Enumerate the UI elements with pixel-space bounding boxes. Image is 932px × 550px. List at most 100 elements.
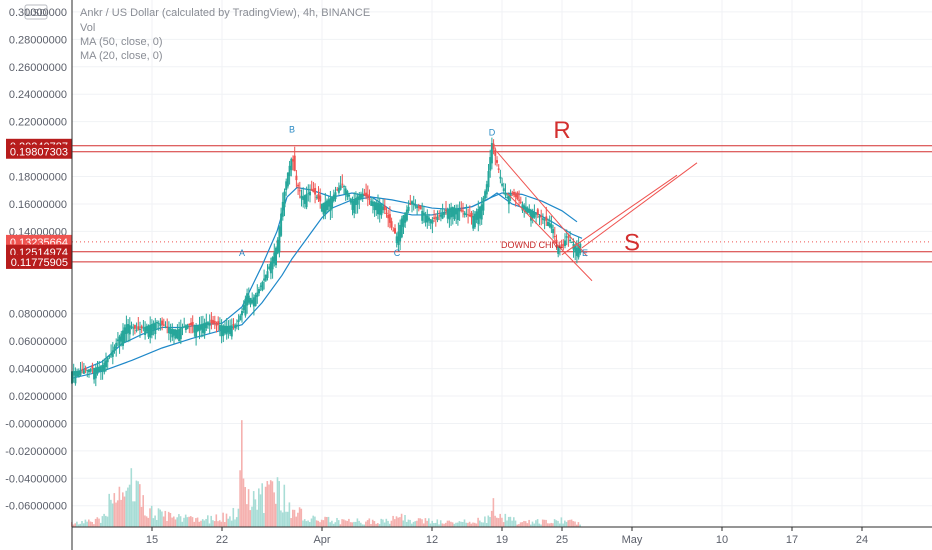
candle-body bbox=[312, 189, 315, 193]
indicator-vol[interactable]: Vol bbox=[80, 22, 95, 34]
volume-bar bbox=[477, 517, 479, 527]
candle-body bbox=[411, 201, 413, 205]
candle-body bbox=[115, 342, 118, 348]
y-tick-label: 0.04000000 bbox=[9, 364, 67, 376]
volume-bar bbox=[145, 516, 148, 527]
volume-bar bbox=[162, 516, 165, 527]
candle-body bbox=[205, 322, 208, 329]
candle-body bbox=[263, 278, 266, 281]
x-tick-label: 19 bbox=[496, 534, 508, 546]
volume-bar bbox=[123, 496, 126, 527]
volume-bar bbox=[283, 484, 286, 527]
volume-bar bbox=[81, 520, 83, 527]
volume-bar bbox=[208, 523, 211, 527]
candle-body bbox=[300, 195, 303, 199]
volume-bar bbox=[98, 518, 100, 527]
candle-body bbox=[424, 214, 427, 223]
candle-body bbox=[361, 193, 364, 198]
volume-bar bbox=[547, 523, 549, 527]
volume-bar bbox=[227, 518, 229, 527]
usd-badge-frame[interactable] bbox=[24, 4, 48, 20]
candle-body bbox=[193, 325, 196, 333]
candle-body bbox=[122, 330, 124, 346]
candle-body bbox=[273, 252, 276, 264]
candle-body bbox=[218, 325, 221, 330]
annotation-label: A bbox=[239, 248, 245, 258]
volume-bar bbox=[113, 493, 116, 527]
annotation-label: C bbox=[394, 248, 401, 258]
candle-body bbox=[422, 212, 425, 216]
volume-bar bbox=[215, 514, 218, 527]
candle-body bbox=[404, 212, 407, 223]
volume-bar bbox=[217, 521, 219, 527]
candle-body bbox=[307, 192, 310, 194]
volume-bar bbox=[144, 515, 146, 527]
candle-body bbox=[458, 209, 461, 212]
y-tick-label: 0.18000000 bbox=[9, 172, 67, 184]
y-tick-label: 0.24000000 bbox=[9, 89, 67, 101]
candle-body bbox=[489, 157, 492, 171]
indicator-ma50[interactable]: MA (50, close, 0) bbox=[80, 36, 163, 48]
volume-bar bbox=[377, 523, 379, 527]
volume-bar bbox=[405, 521, 408, 527]
candle-body bbox=[281, 201, 284, 217]
volume-bar bbox=[482, 522, 484, 527]
candle-body bbox=[149, 324, 152, 338]
candle-body bbox=[212, 320, 215, 324]
candle-body bbox=[232, 324, 235, 326]
candle-body bbox=[241, 310, 243, 316]
volume-bar bbox=[184, 514, 187, 527]
candle-body bbox=[569, 239, 572, 241]
annotation-label: B bbox=[289, 125, 295, 135]
volume-bar bbox=[84, 519, 87, 527]
candle-body bbox=[575, 247, 578, 256]
candle-body bbox=[144, 326, 147, 335]
candle-body bbox=[186, 324, 189, 329]
candle-body bbox=[356, 196, 359, 205]
candle-body bbox=[269, 261, 272, 274]
volume-bar bbox=[404, 515, 406, 527]
volume-bar bbox=[417, 518, 420, 527]
x-axis[interactable]: 15 22 Apr 12 19 25 May 10 17 24 bbox=[146, 527, 868, 546]
volume-bar bbox=[86, 521, 88, 527]
trend-line bbox=[506, 192, 593, 282]
y-axis[interactable]: 0.30000000 0.28000000 0.26000000 0.24000000… bbox=[5, 7, 67, 513]
volume-bar bbox=[295, 516, 297, 527]
candle-body bbox=[443, 211, 446, 215]
candle-body bbox=[530, 210, 532, 221]
candle-body bbox=[395, 236, 398, 244]
volume-bar bbox=[324, 516, 326, 527]
volume-bar bbox=[140, 506, 143, 527]
candle-body bbox=[111, 350, 114, 357]
candle-body bbox=[472, 216, 475, 229]
candle-body bbox=[230, 325, 233, 337]
candle-body bbox=[120, 333, 123, 342]
chart-title: Ankr / US Dollar (calculated by TradingV… bbox=[80, 7, 370, 19]
volume-bar bbox=[332, 523, 335, 527]
volume-bar bbox=[349, 522, 352, 527]
volume-bar bbox=[475, 523, 478, 527]
volume-bar bbox=[516, 524, 518, 527]
currency-badge[interactable]: USD bbox=[25, 8, 46, 19]
volume-bar bbox=[89, 521, 92, 527]
volume-bar bbox=[310, 518, 313, 527]
candle-body bbox=[392, 230, 395, 232]
volume-bar bbox=[543, 519, 546, 527]
candle-body bbox=[492, 143, 495, 149]
volume-bar bbox=[91, 522, 93, 527]
y-tick-label: -0.06000000 bbox=[5, 501, 67, 513]
indicator-ma20[interactable]: MA (20, close, 0) bbox=[80, 50, 163, 62]
volume-bar bbox=[326, 516, 328, 527]
volume-bar bbox=[171, 517, 173, 527]
volume-bar bbox=[135, 480, 138, 527]
volume-bar bbox=[358, 520, 360, 527]
volume-bar bbox=[300, 508, 303, 527]
volume-bar bbox=[286, 511, 289, 527]
candle-body bbox=[373, 201, 376, 211]
volume-bar bbox=[244, 487, 246, 527]
y-tick-label: 0.22000000 bbox=[9, 117, 67, 129]
candle-body bbox=[320, 203, 323, 212]
trend-line bbox=[496, 151, 588, 257]
trend-line bbox=[581, 162, 698, 249]
